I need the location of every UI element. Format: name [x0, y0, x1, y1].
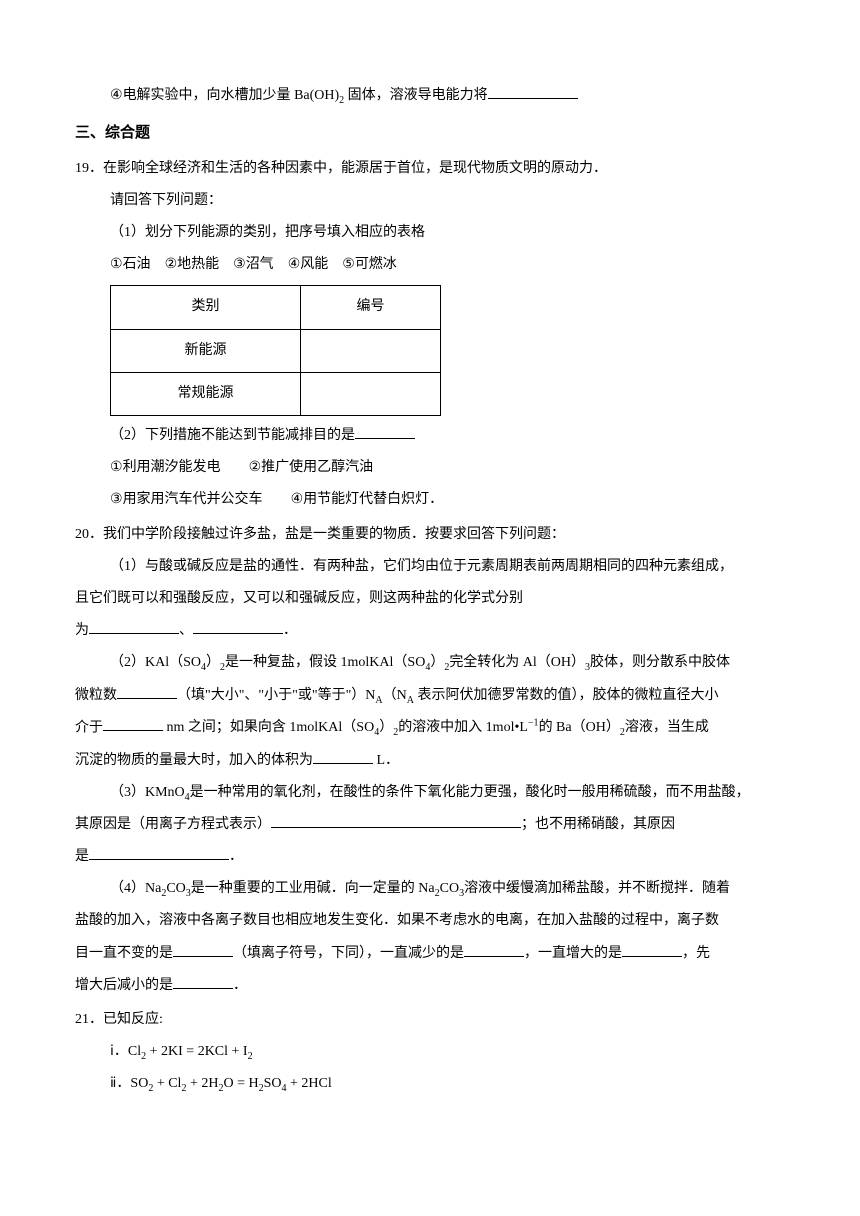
- text: ．: [233, 978, 247, 993]
- q21-intro: 已知反应:: [103, 1012, 163, 1027]
- table-cell-new-energy: 新能源: [111, 329, 301, 372]
- blank[interactable]: [464, 940, 524, 957]
- eq-label: ⅰ．: [110, 1044, 128, 1059]
- q20-num: 20．: [75, 527, 103, 542]
- text: 、: [179, 623, 193, 638]
- q20-p1b: 且它们既可以和强酸反应，又可以和强碱反应，则这两种盐的化学式分别: [75, 583, 785, 615]
- q20-p1c: 为 、 ．: [75, 615, 785, 647]
- q20: 20．我们中学阶段接触过许多盐，盐是一类重要的物质．按要求回答下列问题：: [75, 519, 785, 551]
- q21-num: 21．: [75, 1012, 103, 1027]
- text: （填离子符号，下同），一直减少的是: [233, 946, 464, 961]
- text: 为: [75, 623, 89, 638]
- text: （2）下列措施不能达到节能减排目的是: [110, 428, 355, 443]
- q19-num: 19．: [75, 161, 103, 176]
- blank[interactable]: [313, 747, 373, 764]
- q20-p2d: 沉淀的物质的量最大时，加入的体积为 L．: [75, 745, 785, 777]
- q19-p2-line2: ③用家用汽车代并公交车 ④用节能灯代替白炽灯．: [75, 484, 785, 516]
- q20-p4b: 盐酸的加入，溶液中各离子数目也相应地发生变化．如果不考虑水的电离，在加入盐酸的过…: [75, 905, 785, 937]
- blank[interactable]: [355, 422, 415, 439]
- q19-p1: （1）划分下列能源的类别，把序号填入相应的表格: [75, 217, 785, 249]
- text: 微粒数: [75, 688, 117, 703]
- text: 介于: [75, 720, 103, 735]
- text: 固体，溶液导电能力将: [344, 88, 488, 103]
- q18-item4: ④电解实验中，向水槽加少量 Ba(OH)2 固体，溶液导电能力将: [75, 80, 785, 112]
- text: 表示阿伏加德罗常数的值），胶体的微粒直径大小: [414, 688, 719, 703]
- q20-p3b: 其原因是（用离子方程式表示） ；也不用稀硝酸，其原因: [75, 809, 785, 841]
- table-header-number: 编号: [301, 286, 441, 329]
- text: 电解实验中，向水槽加少量: [123, 88, 295, 103]
- text: （填"大小"、"小于"或"等于"）N: [177, 688, 375, 703]
- text: （N: [383, 688, 407, 703]
- blank[interactable]: [173, 940, 233, 957]
- text: ；也不用稀硝酸，其原因: [521, 817, 675, 832]
- blank[interactable]: [622, 940, 682, 957]
- q19: 19．在影响全球经济和生活的各种因素中，能源居于首位，是现代物质文明的原动力．: [75, 153, 785, 185]
- q20-p2c: 介于 nm 之间；如果向含 1molKAl（SO4）2的溶液中加入 1mol•L…: [75, 712, 785, 745]
- q19-p1-items: ①石油 ②地热能 ③沼气 ④风能 ⑤可燃冰: [75, 249, 785, 281]
- q20-p3a: （3）KMnO4是一种常用的氧化剂，在酸性的条件下氧化能力更强，酸化时一般用稀硫…: [75, 777, 785, 809]
- blank[interactable]: [488, 82, 578, 99]
- q21-eq2: ⅱ．SO2 + Cl2 + 2H2O = H2SO4 + 2HCl: [75, 1068, 785, 1100]
- blank[interactable]: [271, 811, 521, 828]
- q20-p2b: 微粒数（填"大小"、"小于"或"等于"）NA（NA 表示阿伏加德罗常数的值），胶…: [75, 680, 785, 712]
- q20-p4c: 目一直不变的是 （填离子符号，下同），一直减少的是 ，一直增大的是 ，先: [75, 938, 785, 970]
- text: ，先: [682, 946, 710, 961]
- table-cell-blank[interactable]: [301, 329, 441, 372]
- circled-4: ④: [110, 88, 123, 103]
- energy-table: 类别 编号 新能源 常规能源: [110, 285, 441, 416]
- q21: 21．已知反应:: [75, 1004, 785, 1036]
- formula-eq1: Cl2 + 2KI = 2KCl + I2: [128, 1044, 253, 1059]
- text: 增大后减小的是: [75, 978, 173, 993]
- q21-eq1: ⅰ．Cl2 + 2KI = 2KCl + I2: [75, 1036, 785, 1068]
- text: 目一直不变的是: [75, 946, 173, 961]
- text: ．: [229, 849, 243, 864]
- table-row: 类别 编号: [111, 286, 441, 329]
- q20-p2a: （2）KAl（SO4）2是一种复盐，假设 1molKAl（SO4）2完全转化为 …: [75, 647, 785, 679]
- section-3-title: 三、综合题: [75, 116, 785, 151]
- text: 是: [75, 849, 89, 864]
- text: ，一直增大的是: [524, 946, 622, 961]
- q20-p4d: 增大后减小的是 ．: [75, 970, 785, 1002]
- blank[interactable]: [117, 682, 177, 699]
- q20-p1a: （1）与酸或碱反应是盐的通性．有两种盐，它们均由位于元素周期表前两周期相同的四种…: [75, 551, 785, 583]
- blank[interactable]: [103, 715, 163, 732]
- text: ．: [283, 623, 297, 638]
- formula-eq2: SO2 + Cl2 + 2H2O = H2SO4 + 2HCl: [130, 1076, 331, 1091]
- table-row: 新能源: [111, 329, 441, 372]
- formula-baoh2: Ba(OH)2: [294, 88, 344, 103]
- q20-p3c: 是．: [75, 841, 785, 873]
- eq-label: ⅱ．: [110, 1076, 130, 1091]
- q19-p2-line1: ①利用潮汐能发电 ②推广使用乙醇汽油: [75, 452, 785, 484]
- q19-intro: 在影响全球经济和生活的各种因素中，能源居于首位，是现代物质文明的原动力．: [103, 161, 607, 176]
- text: L．: [373, 753, 399, 768]
- blank[interactable]: [173, 972, 233, 989]
- q19-p2: （2）下列措施不能达到节能减排目的是: [75, 420, 785, 452]
- blank[interactable]: [89, 843, 229, 860]
- q20-intro: 我们中学阶段接触过许多盐，盐是一类重要的物质．按要求回答下列问题：: [103, 527, 565, 542]
- blank[interactable]: [193, 617, 283, 634]
- text: 沉淀的物质的量最大时，加入的体积为: [75, 753, 313, 768]
- blank[interactable]: [89, 617, 179, 634]
- q19-prompt: 请回答下列问题：: [75, 185, 785, 217]
- q20-p4a: （4）Na2CO3是一种重要的工业用碱．向一定量的 Na2CO3溶液中缓慢滴加稀…: [75, 873, 785, 905]
- text: 其原因是（用离子方程式表示）: [75, 817, 271, 832]
- table-cell-regular-energy: 常规能源: [111, 372, 301, 415]
- text: nm 之间；如果向含 1molKAl（SO4）2的溶液中加入 1mol•L−1的…: [163, 720, 709, 735]
- table-cell-blank[interactable]: [301, 372, 441, 415]
- table-header-category: 类别: [111, 286, 301, 329]
- table-row: 常规能源: [111, 372, 441, 415]
